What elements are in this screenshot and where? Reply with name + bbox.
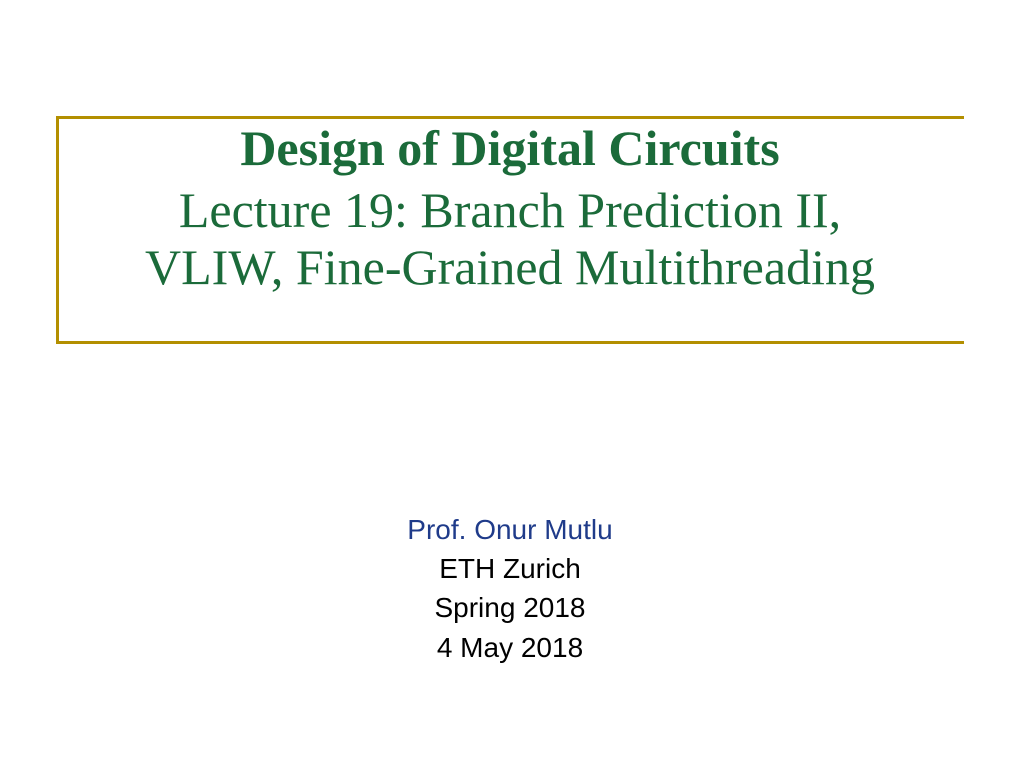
slide: Design of Digital Circuits Lecture 19: B… [0, 0, 1020, 765]
title-line-1: Design of Digital Circuits [0, 120, 1020, 178]
subtitle-block: Prof. Onur Mutlu ETH Zurich Spring 2018 … [0, 510, 1020, 667]
institution: ETH Zurich [0, 549, 1020, 588]
term: Spring 2018 [0, 588, 1020, 627]
author-name: Prof. Onur Mutlu [0, 510, 1020, 549]
date: 4 May 2018 [0, 628, 1020, 667]
frame-bottom-line [56, 341, 964, 344]
title-block: Design of Digital Circuits Lecture 19: B… [0, 120, 1020, 297]
title-line-3: VLIW, Fine-Grained Multithreading [0, 239, 1020, 297]
title-line-2: Lecture 19: Branch Prediction II, [0, 182, 1020, 240]
frame-top-line [56, 116, 964, 119]
